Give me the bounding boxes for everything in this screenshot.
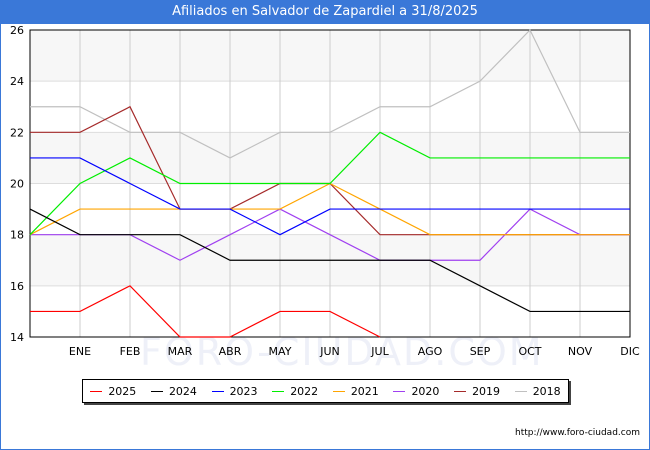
legend-label: 2024 <box>168 384 197 398</box>
y-tick-label: 20 <box>10 178 24 191</box>
series-line-2024 <box>29 208 630 313</box>
x-tick-label: AGO <box>418 345 443 358</box>
legend-label: 2019 <box>472 384 501 398</box>
x-tick-label: JUN <box>319 345 340 358</box>
chart-title: Afiliados en Salvador de Zapardiel a 31/… <box>0 0 650 24</box>
legend-label: 2025 <box>108 384 137 398</box>
x-tick-label: MAR <box>168 345 193 358</box>
x-tick-label: SEP <box>470 345 491 358</box>
legend-swatch <box>150 390 163 392</box>
x-tick-label: ABR <box>219 345 242 358</box>
series-line-2023 <box>30 157 630 236</box>
legend-item-2019: 2019 <box>454 385 500 398</box>
legend-item-2025: 2025 <box>90 385 136 398</box>
legend-label: 2020 <box>411 384 440 398</box>
legend-label: 2022 <box>290 384 319 398</box>
series-line-2025 <box>30 285 381 338</box>
x-tick-label: FEB <box>120 345 141 358</box>
y-tick-label: 26 <box>10 24 24 37</box>
legend-item-2022: 2022 <box>272 385 318 398</box>
legend-item-2024: 2024 <box>150 384 197 398</box>
series-line-2018 <box>30 28 630 159</box>
x-tick-label: ENE <box>69 345 91 358</box>
legend-swatch <box>393 390 406 392</box>
legend-swatch <box>454 390 467 392</box>
x-tick-label: OCT <box>518 345 541 358</box>
y-tick-label: 24 <box>10 75 24 88</box>
series-line-2022 <box>29 131 630 236</box>
y-tick-label: 14 <box>10 331 24 344</box>
legend-swatch <box>332 390 345 392</box>
x-tick-label: DIC <box>620 345 640 358</box>
legend-swatch <box>272 390 285 392</box>
legend-item-2023: 2023 <box>211 384 258 398</box>
x-tick-label: MAY <box>269 345 292 358</box>
legend-swatch <box>90 390 103 392</box>
legend-item-2020: 2020 <box>393 385 439 398</box>
footer-url[interactable]: http://www.foro-ciudad.com <box>515 428 640 438</box>
legend: 2025 2024 2023 2022 2021 2020 2019 2018 <box>82 379 569 403</box>
plot-border <box>29 29 631 338</box>
x-tick-label: JUL <box>370 345 389 358</box>
legend-label: 2023 <box>229 384 258 398</box>
y-tick-label: 22 <box>10 126 24 139</box>
x-tick-label: NOV <box>568 345 593 358</box>
legend-label: 2018 <box>532 384 561 398</box>
legend-item-2018: 2018 <box>514 384 561 398</box>
y-tick-label: 18 <box>10 229 24 242</box>
legend-swatch <box>211 390 224 392</box>
legend-swatch <box>514 390 527 392</box>
legend-item-2021: 2021 <box>332 384 379 398</box>
legend-label: 2021 <box>350 384 379 398</box>
y-tick-label: 16 <box>10 280 24 293</box>
